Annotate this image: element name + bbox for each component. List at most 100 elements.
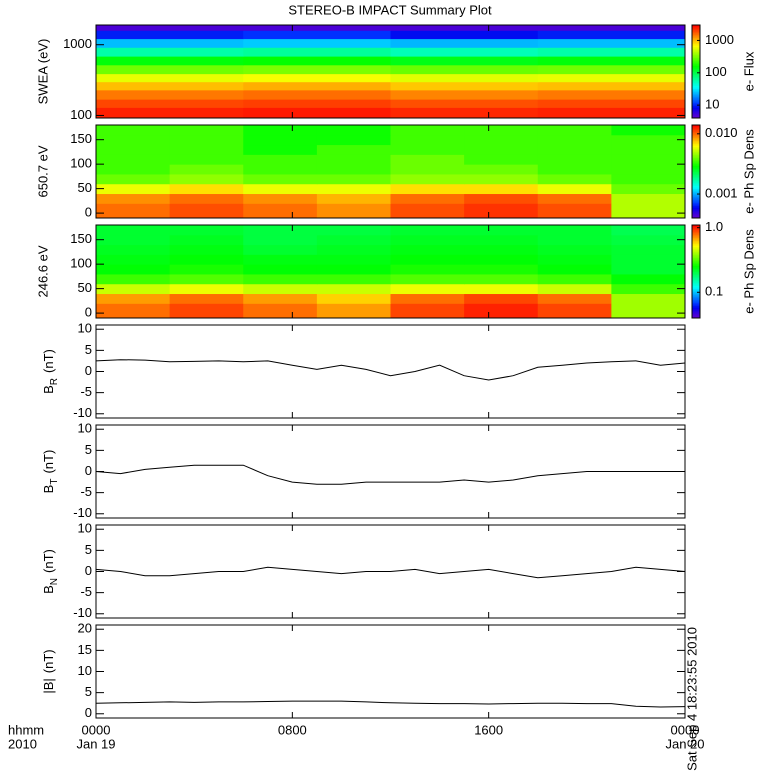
y-tick-label: 5 (85, 342, 92, 357)
colorbar-segment (692, 57, 700, 60)
heatmap-cell (537, 25, 686, 31)
colorbar-segment (692, 45, 700, 48)
y-axis-label-unit: (nT) (41, 549, 56, 573)
heatmap-cell (169, 193, 244, 204)
heatmap-cell (96, 81, 244, 91)
heatmap-cell (537, 283, 612, 295)
heatmap-cell (243, 173, 318, 185)
heatmap-cell (537, 144, 612, 155)
y-axis-label: BT (nT) (41, 450, 59, 494)
heatmap-cell (169, 303, 244, 319)
heatmap-cell (464, 173, 539, 185)
colorbar-segment (692, 111, 700, 114)
y-axis-label: BN (nT) (41, 549, 59, 594)
heatmap-cell (316, 193, 391, 204)
colorbar-segment (692, 288, 700, 291)
colorbar-segment (692, 297, 700, 300)
colorbar-segment (692, 128, 700, 131)
colorbar-segment (692, 257, 700, 260)
colorbar-segment (692, 48, 700, 51)
heatmap-cell (537, 81, 686, 91)
colorbar-segment (692, 183, 700, 186)
y-axis-label-unit: (nT) (41, 649, 56, 673)
heatmap-cell (464, 134, 539, 146)
heatmap-cell (96, 125, 171, 136)
colorbar-segment (692, 107, 700, 110)
colorbar-segment (692, 207, 700, 210)
heatmap-cell (316, 125, 391, 136)
colorbar-tick-label: 10 (705, 97, 719, 112)
heatmap-cell (611, 203, 686, 219)
heatmap-cell (316, 303, 391, 319)
colorbar-segment (692, 165, 700, 168)
heatmap-cell (390, 99, 539, 108)
colorbar-segment (692, 307, 700, 310)
colorbar-segment (692, 176, 700, 179)
colorbar-segment (692, 269, 700, 272)
colorbar-segment (692, 290, 700, 293)
colorbar-segment (692, 193, 700, 196)
heatmap-cell (537, 193, 612, 204)
x-tick-label: 1600 (474, 722, 503, 737)
heatmap-cell (537, 134, 612, 146)
heatmap-cell (96, 303, 171, 319)
y-tick-label: 0 (85, 363, 92, 378)
heatmap-cell (611, 254, 686, 265)
heatmap-cell (96, 244, 171, 255)
colorbar-segment (692, 154, 700, 157)
heatmap-cell (464, 144, 539, 155)
colorbar-segment (692, 28, 700, 31)
colorbar-segment (692, 238, 700, 241)
colorbar-segment (692, 237, 700, 240)
heatmap-cell (169, 134, 244, 146)
line-series (95, 464, 685, 485)
colorbar-segment (692, 231, 700, 234)
colorbar-segment (692, 314, 700, 317)
colorbar-segment (692, 210, 700, 213)
colorbar-segment (692, 87, 700, 90)
y-tick-label: 100 (70, 256, 92, 271)
colorbar-segment (692, 146, 700, 149)
heatmap-cell (243, 38, 391, 48)
heatmap-cell (243, 25, 391, 31)
colorbar-segment (692, 97, 700, 100)
heatmap-cell (390, 164, 465, 175)
heatmap-cell (464, 183, 539, 195)
colorbar-segment (692, 273, 700, 276)
colorbar-frame (691, 224, 701, 319)
y-axis-label-sub: T (49, 479, 60, 485)
colorbar-segment (692, 187, 700, 190)
colorbar-segment (692, 88, 700, 91)
heatmap-cell (169, 183, 244, 195)
colorbar-segment (692, 285, 700, 288)
x-row-label: hhmm (8, 722, 44, 737)
y-axis-label: 650.7 eV (35, 145, 50, 197)
colorbar-segment (692, 51, 700, 54)
colorbar-segment (692, 291, 700, 294)
heatmap-cell (611, 273, 686, 285)
heatmap-cell (390, 144, 465, 155)
colorbar-segment (692, 73, 700, 76)
colorbar-segment (692, 243, 700, 246)
colorbar-segment (692, 159, 700, 162)
x-tick-label: 0000 (82, 722, 111, 737)
line-series (95, 700, 686, 708)
heatmap-cell (96, 293, 171, 304)
colorbar-label: e- Ph Sp Dens (741, 229, 756, 314)
colorbar-segment (692, 96, 700, 99)
colorbar-segment (692, 49, 700, 52)
heatmap-cell (169, 283, 244, 295)
heatmap-cell (96, 193, 171, 204)
x-tick-label: 0000 (671, 722, 700, 737)
colorbar-segment (692, 160, 700, 163)
y-tick-label: 0 (85, 463, 92, 478)
colorbar-segment (692, 279, 700, 282)
heatmap-cell (537, 64, 686, 75)
colorbar-segment (692, 26, 700, 29)
colorbar-segment (692, 31, 700, 34)
heatmap-cell (390, 234, 465, 246)
colorbar-segment (692, 137, 700, 140)
heatmap-cell (316, 225, 391, 236)
y-axis-label-main: B (41, 585, 56, 594)
heatmap-cell (537, 183, 612, 195)
